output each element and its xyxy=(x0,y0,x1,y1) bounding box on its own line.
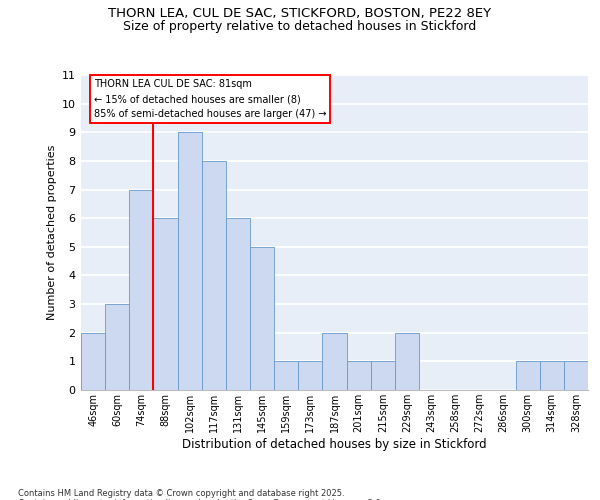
Bar xyxy=(154,218,178,390)
Bar xyxy=(226,218,250,390)
Bar xyxy=(564,362,588,390)
Bar xyxy=(81,332,105,390)
Bar xyxy=(178,132,202,390)
Bar xyxy=(274,362,298,390)
Bar xyxy=(347,362,371,390)
Bar xyxy=(371,362,395,390)
X-axis label: Distribution of detached houses by size in Stickford: Distribution of detached houses by size … xyxy=(182,438,487,451)
Bar xyxy=(105,304,129,390)
Text: THORN LEA CUL DE SAC: 81sqm
← 15% of detached houses are smaller (8)
85% of semi: THORN LEA CUL DE SAC: 81sqm ← 15% of det… xyxy=(94,80,326,119)
Bar xyxy=(129,190,154,390)
Bar xyxy=(250,247,274,390)
Bar xyxy=(298,362,322,390)
Bar xyxy=(202,161,226,390)
Bar xyxy=(395,332,419,390)
Text: Contains public sector information licensed under the Open Government Licence v3: Contains public sector information licen… xyxy=(18,498,383,500)
Bar xyxy=(540,362,564,390)
Text: THORN LEA, CUL DE SAC, STICKFORD, BOSTON, PE22 8EY: THORN LEA, CUL DE SAC, STICKFORD, BOSTON… xyxy=(109,8,491,20)
Bar xyxy=(322,332,347,390)
Text: Size of property relative to detached houses in Stickford: Size of property relative to detached ho… xyxy=(124,20,476,33)
Bar xyxy=(515,362,540,390)
Y-axis label: Number of detached properties: Number of detached properties xyxy=(47,145,57,320)
Text: Contains HM Land Registry data © Crown copyright and database right 2025.: Contains HM Land Registry data © Crown c… xyxy=(18,488,344,498)
